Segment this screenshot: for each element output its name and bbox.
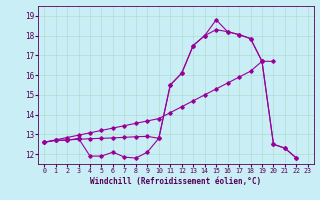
X-axis label: Windchill (Refroidissement éolien,°C): Windchill (Refroidissement éolien,°C) [91,177,261,186]
